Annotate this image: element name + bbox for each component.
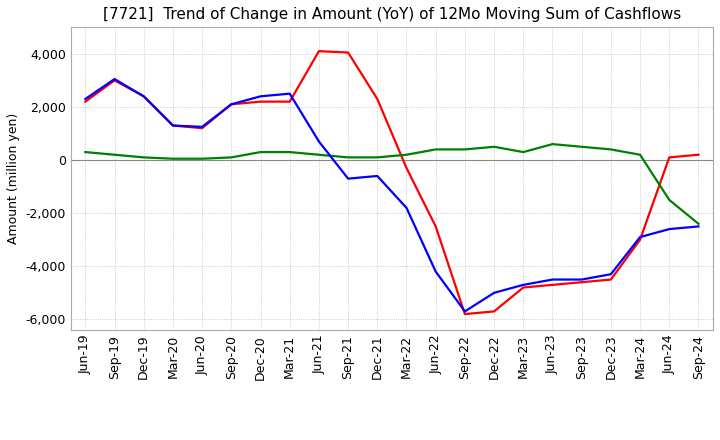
Operating Cashflow xyxy=(519,285,528,290)
Free Cashflow xyxy=(373,173,382,179)
Investing Cashflow xyxy=(548,142,557,147)
Operating Cashflow xyxy=(227,102,235,107)
Operating Cashflow xyxy=(577,279,586,285)
Free Cashflow xyxy=(227,102,235,107)
Operating Cashflow xyxy=(694,152,703,158)
Free Cashflow xyxy=(665,227,674,232)
Operating Cashflow xyxy=(490,309,498,314)
Investing Cashflow xyxy=(256,150,265,155)
Operating Cashflow xyxy=(140,94,148,99)
Free Cashflow xyxy=(490,290,498,296)
Title: [7721]  Trend of Change in Amount (YoY) of 12Mo Moving Sum of Cashflows: [7721] Trend of Change in Amount (YoY) o… xyxy=(103,7,681,22)
Operating Cashflow xyxy=(343,50,352,55)
Operating Cashflow xyxy=(285,99,294,104)
Investing Cashflow xyxy=(519,150,528,155)
Investing Cashflow xyxy=(198,156,207,161)
Y-axis label: Amount (million yen): Amount (million yen) xyxy=(7,113,20,244)
Line: Investing Cashflow: Investing Cashflow xyxy=(86,144,698,224)
Investing Cashflow xyxy=(665,197,674,202)
Free Cashflow xyxy=(110,77,119,82)
Investing Cashflow xyxy=(168,156,177,161)
Investing Cashflow xyxy=(694,221,703,227)
Free Cashflow xyxy=(256,94,265,99)
Free Cashflow xyxy=(431,269,440,274)
Line: Operating Cashflow: Operating Cashflow xyxy=(86,51,698,314)
Free Cashflow xyxy=(315,139,323,144)
Operating Cashflow xyxy=(431,224,440,229)
Investing Cashflow xyxy=(402,152,411,158)
Line: Free Cashflow: Free Cashflow xyxy=(86,79,698,312)
Free Cashflow xyxy=(168,123,177,128)
Operating Cashflow xyxy=(461,312,469,317)
Operating Cashflow xyxy=(110,78,119,83)
Free Cashflow xyxy=(577,277,586,282)
Investing Cashflow xyxy=(373,155,382,160)
Free Cashflow xyxy=(81,96,90,102)
Free Cashflow xyxy=(198,124,207,129)
Free Cashflow xyxy=(606,271,615,277)
Free Cashflow xyxy=(140,94,148,99)
Free Cashflow xyxy=(402,205,411,210)
Investing Cashflow xyxy=(490,144,498,150)
Free Cashflow xyxy=(519,282,528,287)
Investing Cashflow xyxy=(140,155,148,160)
Operating Cashflow xyxy=(606,277,615,282)
Operating Cashflow xyxy=(665,155,674,160)
Investing Cashflow xyxy=(110,152,119,158)
Investing Cashflow xyxy=(227,155,235,160)
Investing Cashflow xyxy=(636,152,644,158)
Operating Cashflow xyxy=(168,123,177,128)
Free Cashflow xyxy=(694,224,703,229)
Investing Cashflow xyxy=(577,144,586,150)
Investing Cashflow xyxy=(343,155,352,160)
Investing Cashflow xyxy=(431,147,440,152)
Operating Cashflow xyxy=(548,282,557,287)
Operating Cashflow xyxy=(315,48,323,54)
Investing Cashflow xyxy=(315,152,323,158)
Operating Cashflow xyxy=(256,99,265,104)
Operating Cashflow xyxy=(81,99,90,104)
Investing Cashflow xyxy=(606,147,615,152)
Investing Cashflow xyxy=(81,150,90,155)
Free Cashflow xyxy=(285,91,294,96)
Operating Cashflow xyxy=(402,165,411,171)
Free Cashflow xyxy=(548,277,557,282)
Operating Cashflow xyxy=(636,237,644,242)
Free Cashflow xyxy=(636,235,644,240)
Operating Cashflow xyxy=(198,125,207,131)
Free Cashflow xyxy=(343,176,352,181)
Investing Cashflow xyxy=(285,150,294,155)
Investing Cashflow xyxy=(461,147,469,152)
Free Cashflow xyxy=(461,309,469,314)
Operating Cashflow xyxy=(373,96,382,102)
